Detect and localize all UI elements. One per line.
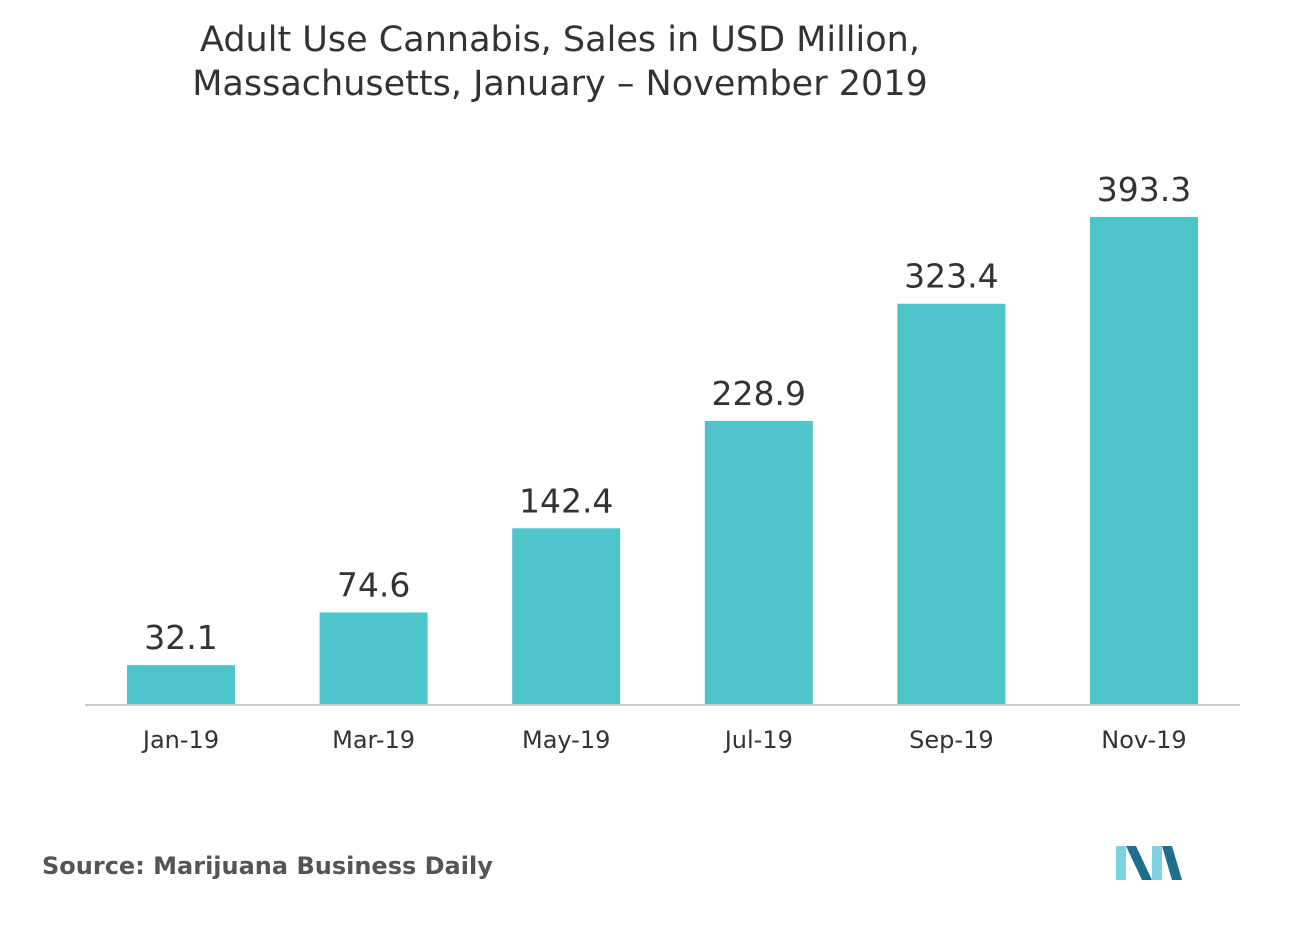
- data-label-5: 393.3: [1097, 170, 1191, 209]
- bar-2: [512, 528, 621, 705]
- x-tick-label-3: Jul-19: [723, 726, 793, 754]
- bar-3: [704, 420, 813, 705]
- data-label-0: 32.1: [144, 618, 217, 657]
- x-tick-label-5: Nov-19: [1101, 726, 1186, 754]
- x-tick-label-2: May-19: [522, 726, 610, 754]
- logo-shape-3: [1152, 846, 1162, 880]
- logo-shape-2: [1126, 846, 1152, 880]
- source-note: Source: Marijuana Business Daily: [42, 852, 493, 880]
- data-label-1: 74.6: [337, 565, 410, 604]
- mordor-logo-icon: [1112, 842, 1186, 888]
- logo-shape-4: [1162, 846, 1182, 880]
- x-tick-label-1: Mar-19: [332, 726, 415, 754]
- x-tick-label-0: Jan-19: [141, 726, 219, 754]
- data-label-3: 228.9: [712, 374, 806, 413]
- x-tick-label-4: Sep-19: [909, 726, 993, 754]
- bar-chart: 32.1 Jan-19 74.6 Mar-19 142.4 May-19 228.9 Jul-…: [85, 170, 1240, 754]
- bar-0: [127, 665, 235, 705]
- chart-title: Adult Use Cannabis, Sales in USD Million…: [0, 18, 1120, 106]
- bar-5: [1090, 217, 1198, 705]
- data-label-4: 323.4: [904, 257, 998, 296]
- bar-4: [897, 303, 1006, 705]
- bar-1: [319, 612, 428, 705]
- chart-title-line-2: Massachusetts, January – November 2019: [192, 64, 928, 104]
- chart-title-line-1: Adult Use Cannabis, Sales in USD Million…: [200, 20, 920, 60]
- logo-shape-1: [1116, 846, 1126, 880]
- data-label-2: 142.4: [519, 481, 613, 520]
